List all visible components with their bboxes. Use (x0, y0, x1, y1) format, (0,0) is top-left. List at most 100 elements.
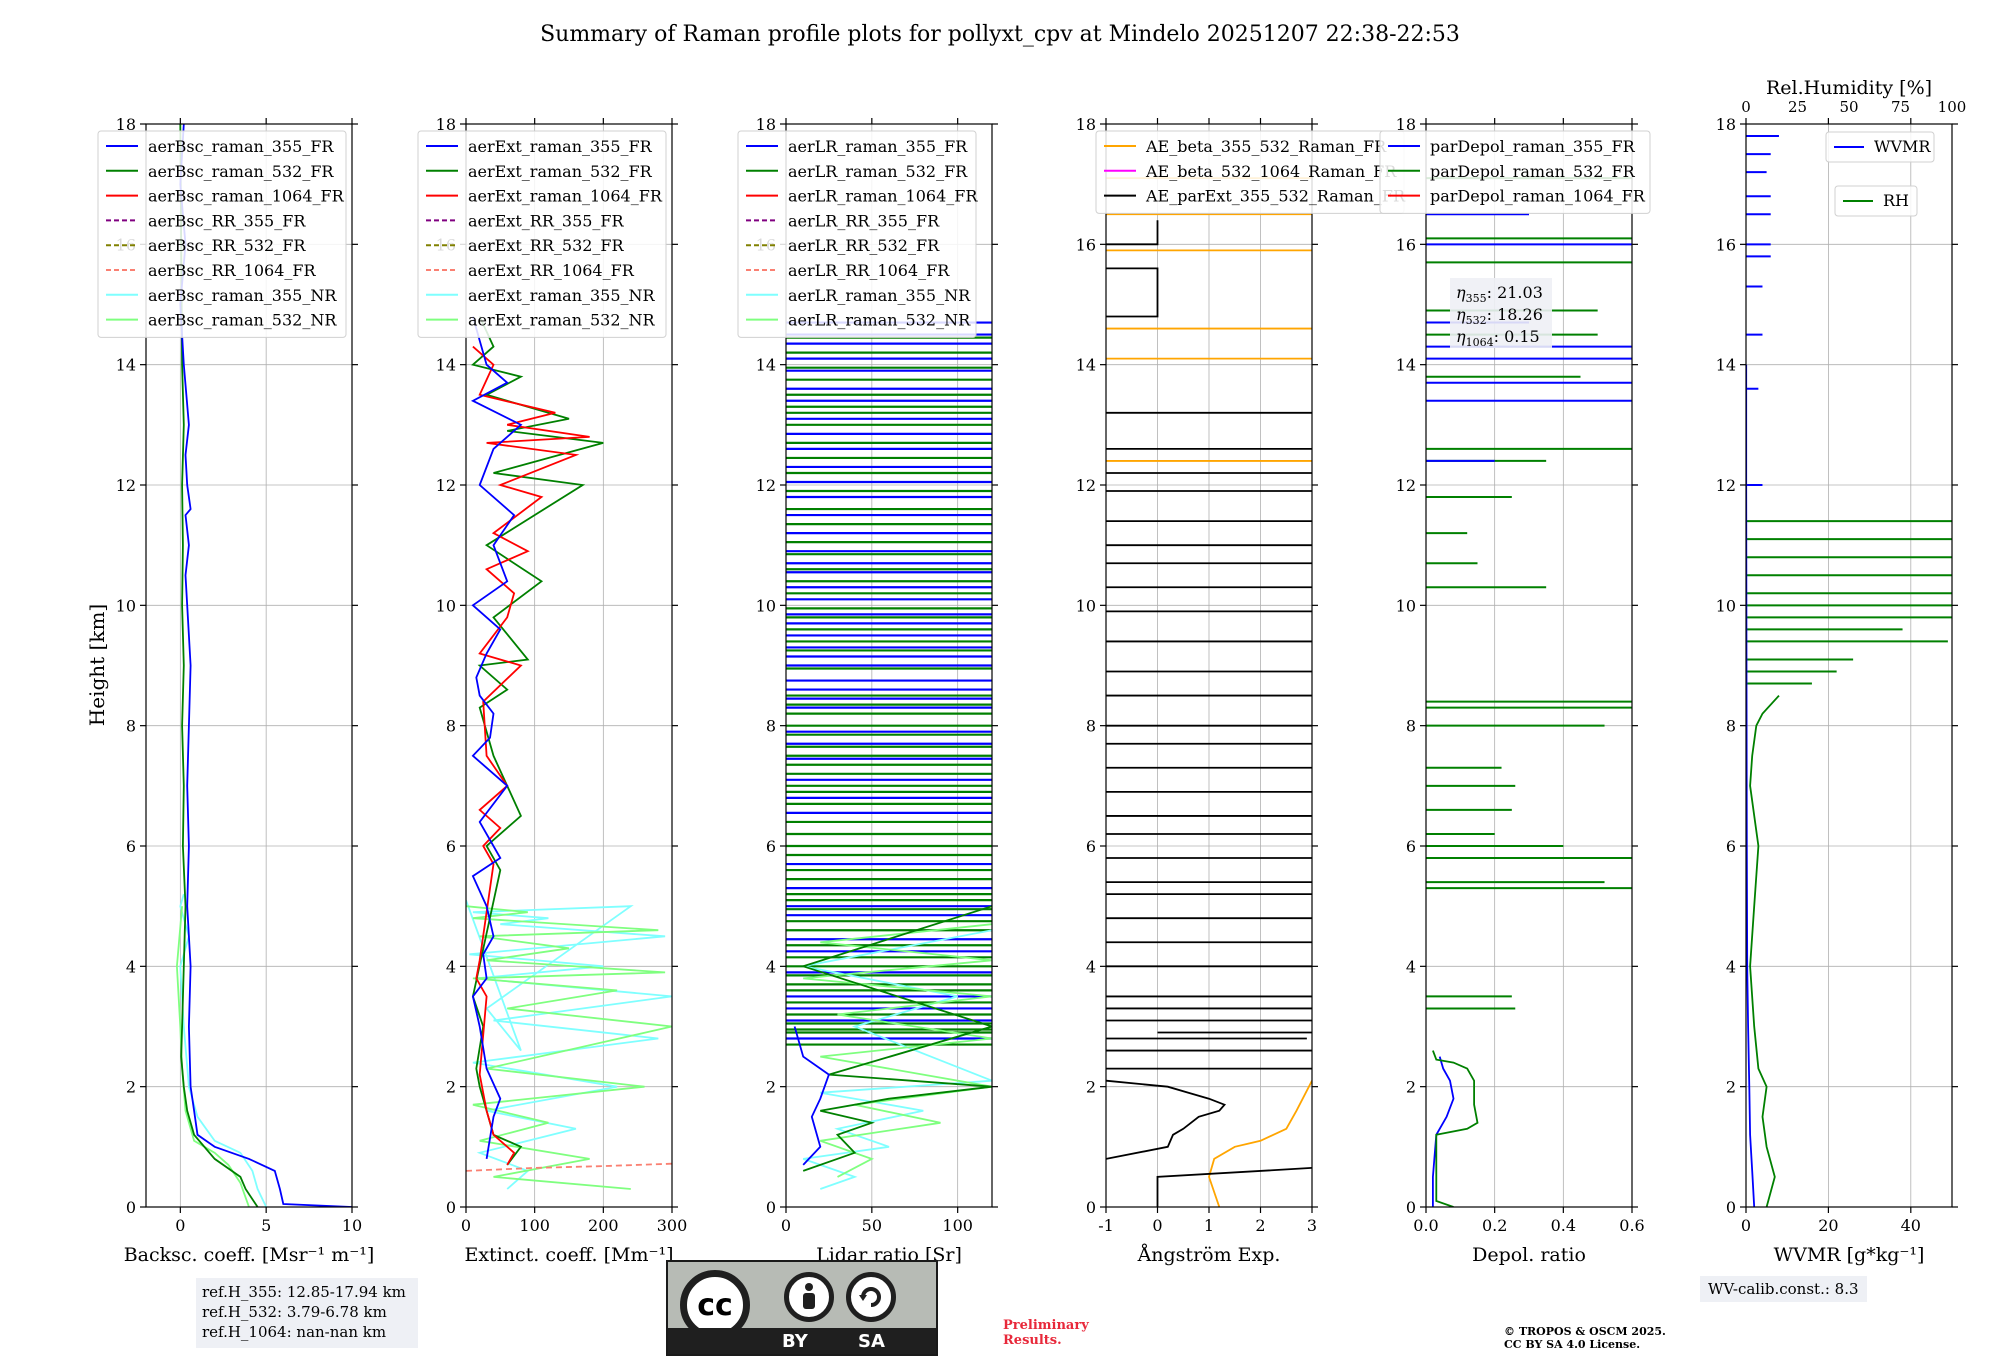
x-axis-label: Extinct. coeff. [Mm⁻¹] (464, 1244, 673, 1266)
y-tick-label: 12 (1076, 476, 1096, 495)
y-tick-label: 2 (766, 1078, 776, 1097)
y-tick-label: 14 (436, 356, 456, 375)
y-tick-label: 18 (116, 115, 136, 134)
legend-label: aerLR_RR_532_FR (788, 236, 940, 255)
reference-height-box: ref.H_355: 12.85-17.94 km ref.H_532: 3.7… (196, 1278, 418, 1348)
x-tick-label: 10 (342, 1216, 362, 1235)
cc-sa-label: SA (858, 1331, 885, 1352)
y-tick-label: 0 (1406, 1198, 1416, 1217)
axes-frame (1745, 123, 1953, 1208)
x-tick-label: 300 (657, 1216, 688, 1235)
legend-label: aerBsc_raman_1064_FR (148, 187, 345, 206)
preliminary-line-2: Results. (1003, 1333, 1062, 1348)
share-alike-icon (846, 1272, 896, 1322)
y-tick-label: 12 (1716, 476, 1736, 495)
x-tick-label: 0.6 (1619, 1216, 1644, 1235)
legend-label: aerExt_raman_532_FR (468, 162, 653, 181)
eta-line: η532: 18.26 (1456, 305, 1543, 327)
y-tick-label: 14 (116, 356, 136, 375)
legend-label: AE_parExt_355_532_Raman_FR (1145, 187, 1406, 206)
legend-box (737, 130, 977, 338)
series-aerExt_raman_1064_FR (472, 345, 590, 1166)
panel-bsc: 0246810121416180510Backsc. coeff. [Msr⁻¹… (97, 115, 375, 1266)
legend-label: parDepol_raman_355_FR (1430, 137, 1636, 156)
legend-label: parDepol_raman_1064_FR (1430, 187, 1646, 206)
series-aerBsc_raman_532_NR (175, 906, 250, 1207)
series-aerExt_raman_355_FR (470, 316, 523, 1160)
legend-label: aerExt_RR_1064_FR (468, 261, 635, 280)
x-tick-label: 1 (1204, 1216, 1214, 1235)
legend-label: AE_beta_355_532_Raman_FR (1145, 137, 1387, 156)
eta-line: η355: 21.03 (1456, 283, 1543, 305)
y-tick-label: 16 (1716, 235, 1736, 254)
axes-frame (465, 123, 673, 1208)
attribution-icon (784, 1272, 834, 1322)
legend-label: aerBsc_raman_355_NR (148, 286, 337, 305)
legend-label: RH (1883, 191, 1909, 210)
y-axis-label: Height [km] (85, 604, 109, 726)
series-AE_parExt_16 (1106, 220, 1159, 246)
x-tick-label: 200 (588, 1216, 619, 1235)
y-tick-label: 16 (1396, 235, 1416, 254)
x-tick-label: 3 (1307, 1216, 1317, 1235)
series-aerExt_RR_1064_FR (466, 1162, 672, 1172)
legend-label: parDepol_raman_532_FR (1430, 162, 1636, 181)
y-tick-label: 8 (766, 717, 776, 736)
y-tick-label: 12 (1396, 476, 1416, 495)
legend-box (1834, 185, 1918, 217)
x-tick-label: 100 (519, 1216, 550, 1235)
legend-label: aerBsc_RR_1064_FR (148, 261, 317, 280)
axes-frame (1425, 123, 1633, 1208)
legend-label: aerBsc_RR_532_FR (148, 236, 306, 255)
y-tick-label: 4 (1406, 957, 1416, 976)
top-tick-label: 50 (1839, 98, 1858, 116)
series-aerLR_raman_532_NR (803, 923, 992, 1178)
y-tick-label: 8 (446, 717, 456, 736)
y-tick-label: 18 (1396, 115, 1416, 134)
y-tick-label: 14 (1396, 356, 1416, 375)
legend-label: aerBsc_RR_355_FR (148, 211, 306, 230)
legend-label: aerBsc_raman_355_FR (148, 137, 334, 156)
legend-label: aerExt_raman_1064_FR (468, 187, 663, 206)
preliminary-line-1: Preliminary (1003, 1318, 1089, 1333)
cc-by-label: BY (782, 1331, 808, 1352)
y-tick-label: 0 (126, 1198, 136, 1217)
x-tick-label: 0 (175, 1216, 185, 1235)
y-tick-label: 0 (1086, 1198, 1096, 1217)
y-tick-label: 18 (436, 115, 456, 134)
y-tick-label: 14 (1716, 356, 1736, 375)
y-tick-label: 10 (1396, 596, 1416, 615)
y-tick-label: 10 (756, 596, 776, 615)
y-tick-label: 2 (1086, 1078, 1096, 1097)
series-AE_parExt_15 (1106, 267, 1159, 318)
y-tick-label: 10 (1076, 596, 1096, 615)
panel-ext: 0246810121416180100200300Extinct. coeff.… (417, 115, 688, 1266)
x-axis-label: WVMR [g*kg⁻¹] (1774, 1244, 1925, 1266)
legend-label: aerLR_raman_532_FR (788, 162, 968, 181)
preliminary-note: Preliminary Results. (1003, 1318, 1089, 1348)
cc-badge-bar (668, 1328, 936, 1354)
legend-label: aerLR_raman_355_NR (788, 286, 971, 305)
legend-label: aerExt_RR_532_FR (468, 236, 625, 255)
x-tick-label: 0.2 (1482, 1216, 1507, 1235)
x-tick-label: 0.4 (1551, 1216, 1576, 1235)
y-tick-label: 2 (126, 1078, 136, 1097)
wv-calib-box: WV-calib.const.: 8.3 (1700, 1276, 1867, 1302)
x-axis-label: Backsc. coeff. [Msr⁻¹ m⁻¹] (124, 1244, 375, 1266)
x-tick-label: 40 (1901, 1216, 1921, 1235)
series-AE_parExt_355_532_Raman_FR (1106, 1079, 1227, 1160)
y-tick-label: 4 (1086, 957, 1096, 976)
y-tick-label: 8 (1406, 717, 1416, 736)
figure-title: Summary of Raman profile plots for polly… (540, 22, 1460, 47)
copyright-line-1: © TROPOS & OSCM 2025. (1504, 1325, 1666, 1338)
y-tick-label: 4 (126, 957, 136, 976)
y-tick-label: 6 (1726, 837, 1736, 856)
plot-area-bsc (175, 124, 352, 1207)
x-tick-label: 100 (942, 1216, 973, 1235)
y-tick-label: 0 (766, 1198, 776, 1217)
panel-lr: 024681012141618050100Lidar ratio [Sr]aer… (737, 115, 998, 1266)
legend-box (1825, 131, 1935, 163)
x-tick-label: 5 (261, 1216, 271, 1235)
y-tick-label: 10 (116, 596, 136, 615)
